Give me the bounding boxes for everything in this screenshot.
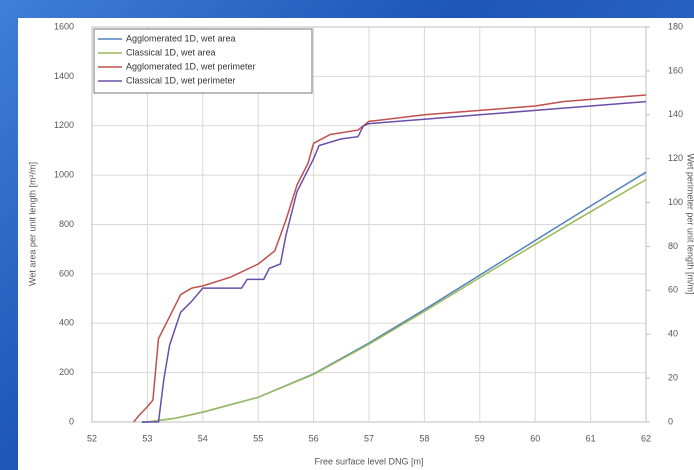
plot-border (91, 26, 647, 423)
x-tick-label: 55 (253, 433, 263, 443)
y2-tick-label: 0 (668, 416, 673, 426)
y-tick-label: 200 (59, 367, 74, 377)
y2-tick-label: 180 (668, 21, 683, 31)
y-tick-label: 1400 (54, 71, 74, 81)
y2-tick-label: 20 (668, 372, 678, 382)
y2-tick-label: 60 (668, 285, 678, 295)
y-tick-label: 400 (59, 318, 74, 328)
legend-label: Classical 1D, wet area (126, 47, 216, 57)
series-line (133, 94, 647, 423)
x-tick-label: 53 (142, 433, 152, 443)
x-tick-label: 56 (309, 433, 319, 443)
series-line (141, 100, 647, 423)
legend-box (93, 28, 313, 94)
legend-label: Agglomerated 1D, wet area (126, 33, 236, 43)
y2-tick-label: 160 (668, 65, 683, 75)
x-tick-label: 60 (530, 433, 540, 443)
x-tick-label: 61 (586, 433, 596, 443)
x-tick-label: 52 (87, 433, 97, 443)
x-axis-label: Free surface level DNG [m] (314, 456, 423, 466)
x-tick-label: 57 (364, 433, 374, 443)
y2-tick-label: 80 (668, 241, 678, 251)
y2-tick-label: 120 (668, 153, 683, 163)
series-line (141, 178, 647, 423)
y-tick-label: 800 (59, 219, 74, 229)
y-axis-label: Wet area per unit length [m²/m] (27, 162, 37, 286)
y2-axis-label: Wet perimeter per unit length [m/m] (686, 154, 694, 295)
legend-label: Classical 1D, wet perimeter (126, 75, 236, 85)
x-tick-label: 54 (198, 433, 208, 443)
y-tick-label: 1600 (54, 21, 74, 31)
x-tick-label: 59 (475, 433, 485, 443)
y-tick-label: 1000 (54, 170, 74, 180)
y2-tick-label: 40 (668, 329, 678, 339)
y2-tick-label: 100 (668, 197, 683, 207)
x-tick-label: 62 (641, 433, 651, 443)
y-tick-label: 600 (59, 268, 74, 278)
legend-label: Agglomerated 1D, wet perimeter (126, 61, 256, 71)
y-tick-label: 1200 (54, 120, 74, 130)
y-tick-label: 0 (69, 416, 74, 426)
y2-tick-label: 140 (668, 109, 683, 119)
x-tick-label: 58 (419, 433, 429, 443)
